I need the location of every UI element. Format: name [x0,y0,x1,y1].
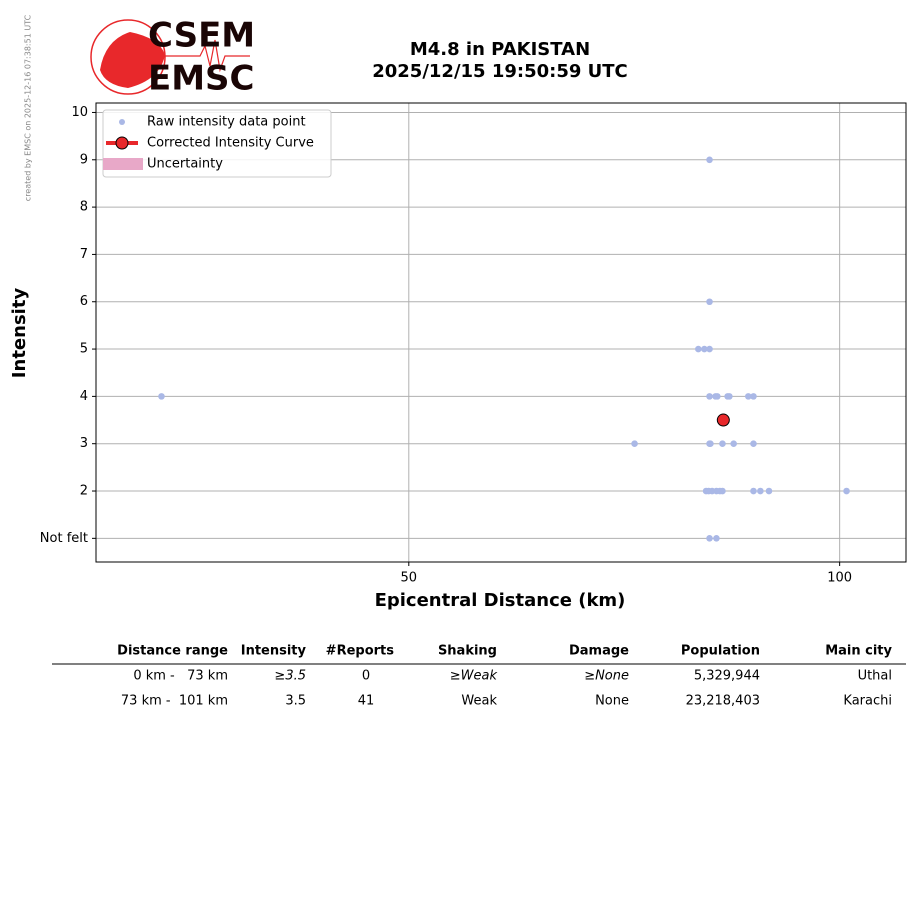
data-point [750,440,757,448]
y-axis-label: Intensity [9,288,30,379]
y-tick-label: 7 [80,247,88,262]
table-cell: ≥None [584,669,629,684]
table-cell: ≥3.5 [274,669,306,684]
table-cell: 23,218,403 [686,694,760,709]
table-header: Damage [569,644,629,659]
y-tick-label: 3 [80,436,88,451]
table-header: Distance range [117,644,228,659]
logo-top: CSEM [148,16,255,56]
plot: Not felt 2 3 4 5 6 7 8 9 10 50 100 [40,103,906,586]
data-point [765,487,773,495]
y-tick-label: 2 [80,484,88,499]
data-point [719,487,726,495]
plot-frame [95,102,907,563]
data-point [706,298,713,306]
y-tick-label: 10 [71,105,88,120]
legend-label: Corrected Intensity Curve [147,136,314,151]
x-axis-label: Epicentral Distance (km) [375,590,626,611]
table-header: Intensity [241,644,307,659]
data-point [631,440,638,448]
x-tick-label: 50 [401,571,418,586]
legend-swatch [103,158,143,170]
data-point [757,487,764,495]
logo-wave [165,39,250,73]
table-cell: 73 km - 101 km [121,694,228,709]
y-tick-label: 4 [80,389,88,404]
data-point [719,440,726,448]
legend-swatch [115,136,129,150]
logo-map [100,32,165,88]
table-cell: 0 km - 73 km [133,669,228,684]
data-point [726,393,733,400]
table-header: #Reports [326,644,395,659]
y-tick-label: 6 [80,294,88,309]
chart-title: M4.8 in PAKISTAN [410,39,590,60]
y-tick-label: 8 [80,200,88,215]
legend-label: Uncertainty [147,157,223,172]
legend-swatch [119,119,125,125]
data-point [750,393,757,400]
table-cell: Karachi [843,694,892,709]
table-header: Population [681,644,760,659]
data-point [707,440,714,448]
data-point [695,345,702,353]
data-point [745,393,752,400]
data-point [713,393,721,400]
chart-subtitle: 2025/12/15 19:50:59 UTC [372,61,628,82]
data-point [706,535,713,542]
data-point [701,345,708,353]
table: Distance range Intensity #Reports Shaking Da… [117,644,892,709]
table-cell: 5,329,944 [694,669,760,684]
logo-bottom: EMSC [148,59,255,99]
table-cell: Uthal [858,669,892,684]
y-tick-label: 9 [80,152,88,167]
watermark: created by EMSC on 2025-12-16 07:38:51 U… [24,14,33,201]
data-point [706,156,713,164]
legend-box [102,109,332,178]
legend-label: Raw intensity data point [147,115,306,130]
table-header: Main city [825,644,892,659]
table-header: Shaking [438,644,497,659]
y-tick-label: 5 [80,342,88,357]
data-point [158,393,165,400]
data-point [843,487,850,495]
data-point [706,345,713,353]
legend: Raw intensity data point Corrected Intens… [102,109,332,178]
table-cell: ≥Weak [450,669,498,684]
table-cell: Weak [461,694,497,709]
table-cell: 41 [358,694,375,709]
data-point [706,393,713,400]
corrected-point [716,413,730,427]
y-tick-label: Not felt [40,531,88,546]
data-point [713,535,720,542]
table-cell: None [595,694,629,709]
logo-ring [90,19,166,95]
table-cell: 0 [362,669,370,684]
table-cell: 3.5 [285,694,306,709]
data-point [750,487,757,495]
data-point [730,440,737,448]
x-tick-label: 100 [827,571,852,586]
